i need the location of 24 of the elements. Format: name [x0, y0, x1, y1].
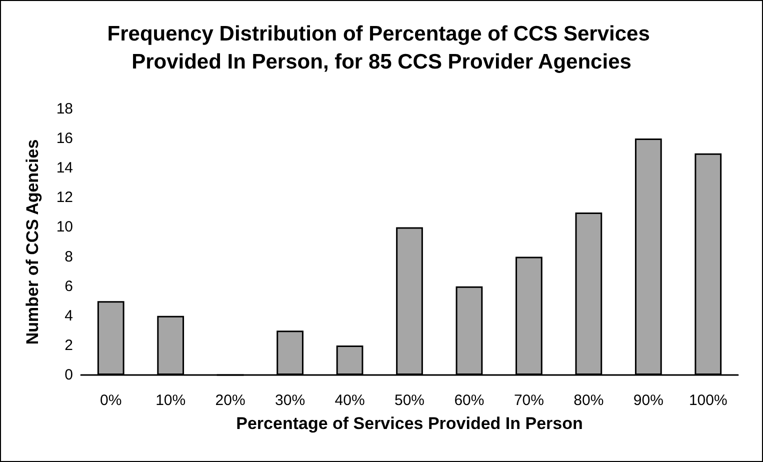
y-tick-label: 18 [56, 100, 73, 118]
y-tick-label: 0 [64, 366, 73, 384]
y-tick-label: 6 [64, 278, 73, 295]
y-tick-label: 2 [64, 336, 73, 354]
x-tick-label: 20% [215, 392, 246, 409]
x-tick-label: 50% [394, 392, 425, 409]
y-tick-label: 12 [56, 189, 73, 206]
x-tick-label: 0% [100, 392, 122, 409]
y-tick-label: 16 [56, 130, 73, 148]
x-tick-label: 40% [334, 392, 365, 409]
x-axis-title: Percentage of Services Provided In Person [236, 414, 583, 433]
x-tick-label: 80% [574, 392, 604, 409]
y-tick-label: 10 [56, 218, 73, 236]
x-tick-label: 100% [688, 392, 728, 409]
y-axis-title: Number of CCS Agencies [23, 139, 42, 345]
x-tick-label: 90% [633, 392, 664, 409]
y-tick-label: 4 [64, 307, 73, 324]
x-tick-label: 10% [156, 392, 186, 409]
y-tick-label: 14 [56, 160, 73, 177]
chart-title: Frequency Distribution of Percentage of CCS Services Provided In Person, for 85 CCS Provider Agencies [107, 22, 656, 74]
y-tick-label: 8 [64, 248, 73, 266]
x-tick-label: 60% [454, 392, 484, 409]
x-tick-label: 70% [514, 392, 544, 409]
x-tick-label: 30% [275, 392, 306, 409]
